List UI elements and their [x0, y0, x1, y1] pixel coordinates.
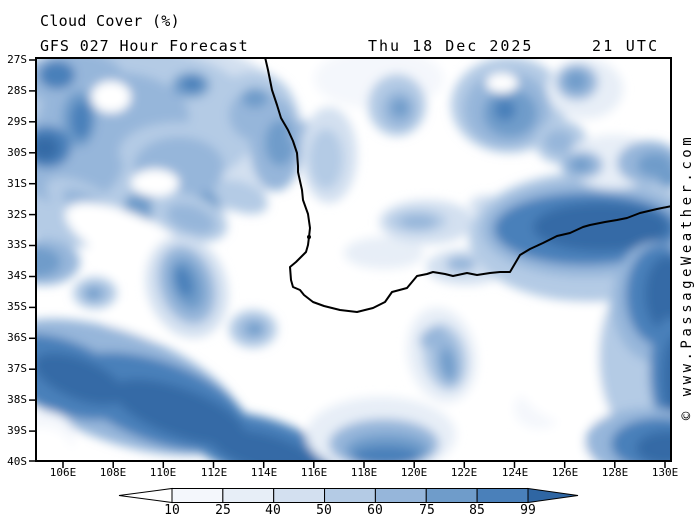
colorbar-tick-label: 40	[265, 503, 281, 518]
valid-date: Thu 18 Dec 2025	[368, 37, 534, 55]
colorbar-tick-label: 25	[215, 503, 231, 518]
colorbar-tick-label: 75	[419, 503, 435, 518]
lon-label: 130E	[651, 466, 679, 479]
coastal-island-dot	[307, 235, 311, 239]
colorbar	[118, 487, 579, 504]
lon-label: 112E	[200, 466, 228, 479]
lat-label: 27S	[7, 53, 27, 66]
lon-label: 120E	[400, 466, 428, 479]
colorbar-segment	[324, 488, 376, 503]
lat-label: 38S	[7, 393, 27, 406]
colorbar-segment	[374, 488, 427, 503]
colorbar-tick-label: 85	[469, 503, 485, 518]
lon-label: 118E	[350, 466, 378, 479]
lon-label: 116E	[300, 466, 328, 479]
lat-label: 30S	[7, 146, 27, 159]
lon-label: 126E	[551, 466, 579, 479]
lat-label: 36S	[7, 331, 27, 344]
lon-label: 114E	[250, 466, 278, 479]
lon-label: 108E	[99, 466, 127, 479]
colorbar-tick-label: 60	[367, 503, 383, 518]
lat-label: 37S	[7, 362, 27, 375]
colorbar-segment	[171, 488, 224, 503]
coastline	[264, 57, 672, 313]
lat-label: 31S	[7, 177, 27, 190]
lon-label: 106E	[49, 466, 77, 479]
colorbar-left-arrow	[118, 487, 173, 504]
model-forecast-line: GFS 027 Hour Forecast	[40, 37, 249, 55]
colorbar-tick-label: 99	[520, 503, 536, 518]
lon-label: 110E	[149, 466, 177, 479]
lat-label: 39S	[7, 424, 27, 437]
lat-label: 29S	[7, 115, 27, 128]
lat-label: 33S	[7, 238, 27, 251]
lat-ticks	[29, 59, 35, 462]
colorbar-segment	[476, 488, 529, 503]
lon-ticks	[62, 462, 666, 468]
colorbar-right-arrow	[527, 487, 579, 504]
colorbar-tick-label: 50	[316, 503, 332, 518]
forecast-map	[29, 57, 672, 468]
colorbar-segment	[222, 488, 275, 503]
lat-label: 28S	[7, 84, 27, 97]
lat-label: 34S	[7, 269, 27, 282]
valid-time: 21 UTC	[592, 37, 660, 55]
lon-label: 128E	[601, 466, 629, 479]
lon-label: 124E	[501, 466, 529, 479]
lat-label: 32S	[7, 208, 27, 221]
watermark-vertical: © www.PassageWeather.com	[679, 133, 695, 421]
colorbar-segment	[273, 488, 326, 503]
map-frame	[35, 57, 672, 462]
lat-label: 35S	[7, 300, 27, 313]
lat-label: 40S	[7, 455, 27, 468]
lon-label: 122E	[450, 466, 478, 479]
colorbar-tick-label: 10	[164, 503, 180, 518]
colorbar-segment	[425, 488, 478, 503]
page-title: Cloud Cover (%)	[40, 12, 180, 30]
